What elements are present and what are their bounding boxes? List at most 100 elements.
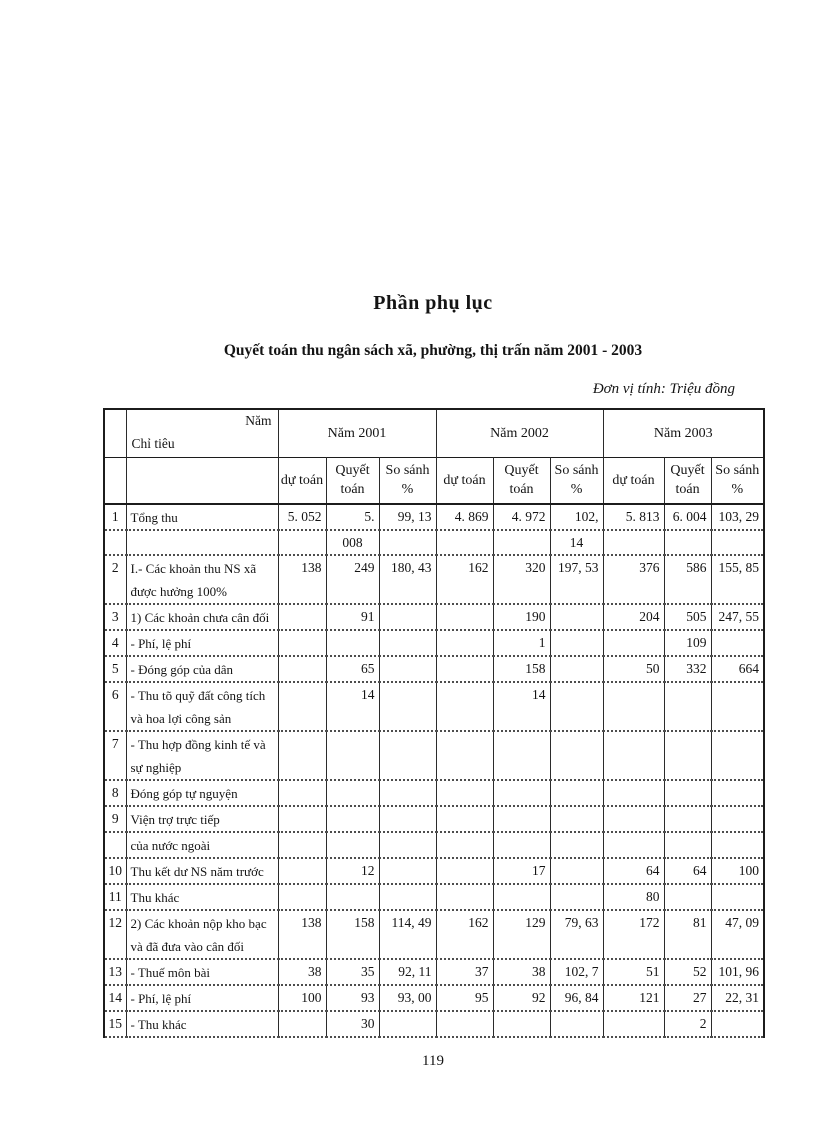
value-cell: 101, 96 (710, 959, 765, 985)
value-cell (492, 780, 551, 806)
value-cell (602, 806, 665, 832)
value-cell (378, 682, 437, 731)
value-cell (378, 858, 437, 884)
value-cell (549, 630, 604, 656)
row-label-cell: - Thuế môn bài (125, 959, 278, 985)
corner-cell: Năm Chỉ tiêu (125, 409, 278, 457)
value-cell (378, 604, 437, 630)
year-header-2003: Năm 2003 (602, 409, 765, 457)
value-cell (435, 806, 494, 832)
table-row: 5- Đóng góp của dân 65 158 50 332 664 (103, 656, 765, 682)
table-row: 9 Viện trợ trực tiếp (103, 806, 765, 832)
value-cell: 100 (710, 858, 765, 884)
value-cell: 249 (325, 555, 379, 604)
row-number-cell: 11 (103, 884, 126, 910)
value-cell: 190 (492, 604, 551, 630)
row-number-cell: 2 (103, 555, 126, 604)
row-label-cell: Viện trợ trực tiếp (125, 806, 278, 832)
row-label-cell: Thu kết dư NS năm trước (125, 858, 278, 884)
value-cell (325, 806, 379, 832)
value-cell: 27 (663, 985, 712, 1011)
row-number-cell: 7 (103, 731, 126, 780)
row-number-cell: 6 (103, 682, 126, 731)
value-cell: 162 (435, 910, 494, 959)
table-row: 6- Thu tõ quỹ đất công tích và hoa lợi c… (103, 682, 765, 731)
value-cell: 22, 31 (710, 985, 765, 1011)
row-label-cell: I.- Các khoản thu NS xã được hưởng 100% (125, 555, 278, 604)
value-cell (325, 884, 379, 910)
value-cell: 376 (602, 555, 665, 604)
value-cell (277, 604, 326, 630)
value-cell: 129 (492, 910, 551, 959)
value-cell: 4. 972 (492, 504, 551, 530)
value-cell (378, 630, 437, 656)
value-cell (663, 682, 712, 731)
subheader-settlement-2002: Quyết toán (492, 457, 551, 504)
value-cell (435, 1011, 494, 1037)
header-row-subcolumns: dự toán Quyết toán So sánh % dự toán Quy… (103, 457, 765, 504)
row-label-cell: - Thu hợp đồng kinh tế và sự nghiệp (125, 731, 278, 780)
value-cell (378, 1011, 437, 1037)
value-cell: 51 (602, 959, 665, 985)
value-cell: 162 (435, 555, 494, 604)
corner-label-indicator: Chỉ tiêu (131, 436, 175, 451)
value-cell: 65 (325, 656, 379, 682)
value-cell: 91 (325, 604, 379, 630)
value-cell: 172 (602, 910, 665, 959)
value-cell (378, 884, 437, 910)
subheader-estimate-2001: dự toán (277, 457, 326, 504)
value-cell: 1 (492, 630, 551, 656)
value-cell (710, 630, 765, 656)
value-cell: 50 (602, 656, 665, 682)
value-cell (277, 1011, 326, 1037)
value-cell (378, 806, 437, 832)
empty-header-cell (125, 457, 278, 504)
value-cell (492, 1011, 551, 1037)
value-cell (602, 530, 665, 555)
value-cell: 95 (435, 985, 494, 1011)
value-cell: 38 (277, 959, 326, 985)
value-cell (549, 731, 604, 780)
table-row: 008 14 (103, 530, 765, 555)
value-cell: 99, 13 (378, 504, 437, 530)
value-cell (602, 1011, 665, 1037)
value-cell (549, 604, 604, 630)
value-cell: 158 (492, 656, 551, 682)
value-cell: 6. 004 (663, 504, 712, 530)
row-label-cell: Tổng thu (125, 504, 278, 530)
value-cell (549, 884, 604, 910)
row-number-cell: 3 (103, 604, 126, 630)
row-label-cell: - Phí, lệ phí (125, 630, 278, 656)
value-cell: 103, 29 (710, 504, 765, 530)
table-row: 14- Phí, lệ phí 100 93 93, 00 95 92 96, 84 121 2… (103, 985, 765, 1011)
value-cell: 320 (492, 555, 551, 604)
value-cell (435, 832, 494, 858)
table-row: 11 Thu khác 80 (103, 884, 765, 910)
subheader-settlement-2003: Quyết toán (663, 457, 712, 504)
value-cell (492, 530, 551, 555)
page-subtitle: Quyết toán thu ngân sách xã, phường, thị… (223, 342, 643, 359)
value-cell (378, 780, 437, 806)
value-cell (435, 630, 494, 656)
row-label-cell: Đóng góp tự nguyện (125, 780, 278, 806)
value-cell (492, 832, 551, 858)
value-cell (710, 731, 765, 780)
subheader-compare-2002: So sánh % (549, 457, 604, 504)
table-row: 2 I.- Các khoản thu NS xã được hưởng 100%… (103, 555, 765, 604)
value-cell: 100 (277, 985, 326, 1011)
value-cell (277, 780, 326, 806)
value-cell (710, 780, 765, 806)
value-cell (378, 656, 437, 682)
value-cell: 79, 63 (549, 910, 604, 959)
table-row: của nước ngoài (103, 832, 765, 858)
page-number: 119 (422, 1053, 444, 1069)
subheader-estimate-2003: dự toán (602, 457, 665, 504)
value-cell (435, 530, 494, 555)
value-cell: 14 (325, 682, 379, 731)
row-label-cell: - Thu khác (125, 1011, 278, 1037)
row-number-cell: 5 (103, 656, 126, 682)
value-cell: 92, 11 (378, 959, 437, 985)
value-cell: 332 (663, 656, 712, 682)
row-number-cell: 14 (103, 985, 126, 1011)
value-cell: 81 (663, 910, 712, 959)
